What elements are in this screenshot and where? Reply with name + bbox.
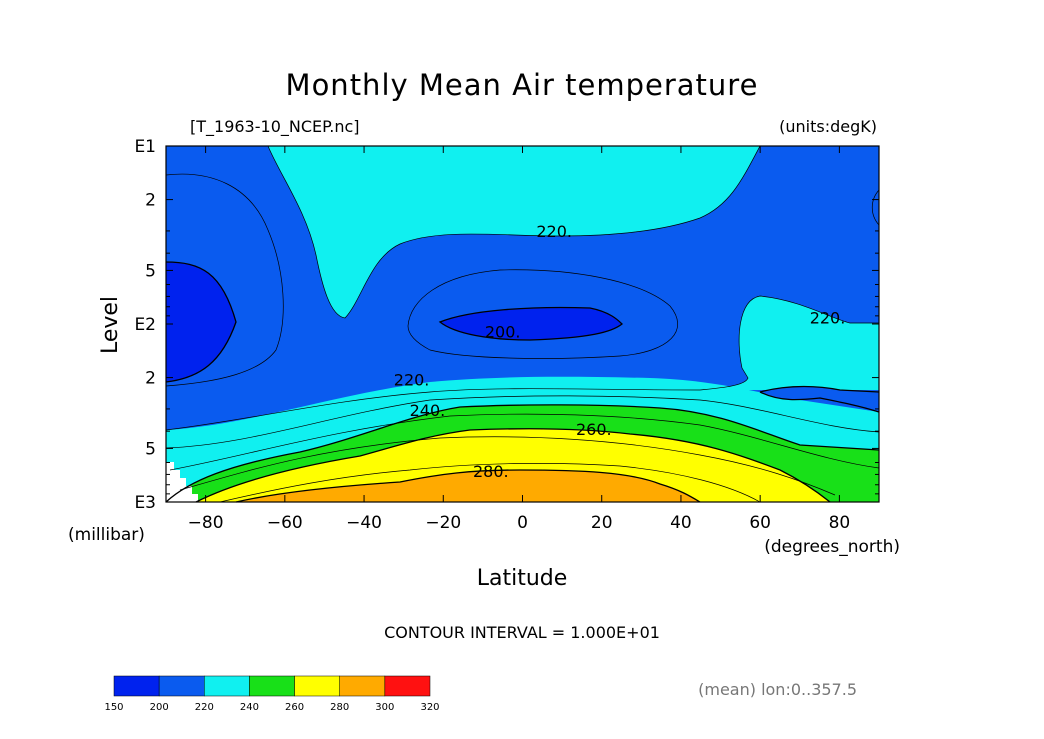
x-tick-label: 60: [749, 513, 771, 533]
contour-labels: 220. 200. 220. 220. 240. 260. 280.: [394, 222, 846, 481]
contour-label: 240.: [410, 401, 446, 420]
colorbar-swatch: [384, 675, 431, 697]
footnote: (mean) lon:0..357.5: [698, 680, 857, 699]
y-axis-title: Level: [98, 296, 123, 354]
x-units-label: (degrees_north): [764, 537, 900, 557]
contour-label: 260.: [576, 420, 612, 439]
contour-label: 220.: [810, 309, 846, 328]
region-260-280: [196, 428, 830, 502]
y-tick-label: 5: [145, 439, 156, 459]
x-axis: −80 −60 −40 −20 0 20 40 60 80: [188, 146, 851, 533]
x-axis-title: Latitude: [477, 566, 568, 591]
region-220-240-right: [700, 296, 879, 390]
colorbar-swatch: [158, 675, 205, 697]
colorbar-swatch: [113, 675, 160, 697]
region-below-200-left: [166, 262, 236, 382]
colorbar: 150 200 220 240 260 280 300 320: [104, 675, 440, 713]
colorbar-label: 280: [330, 702, 349, 713]
colorbar-label: 200: [150, 702, 169, 713]
y-tick-label: E1: [134, 137, 156, 157]
colorbar-swatch: [204, 675, 250, 697]
y-axis: E1 2 5 E2 2 5 E3: [134, 137, 879, 513]
x-tick-label: −80: [188, 513, 224, 533]
x-tick-label: −60: [267, 513, 303, 533]
x-tick-label: 0: [517, 513, 528, 533]
y-tick-label: 2: [145, 191, 156, 211]
colorbar-label: 300: [375, 702, 394, 713]
x-tick-label: −40: [346, 513, 382, 533]
chart-title: Monthly Mean Air temperature: [286, 68, 759, 102]
x-tick-label: 20: [591, 513, 613, 533]
region-280-300: [236, 470, 700, 502]
contour-lines: [165, 145, 880, 503]
colorbar-label: 320: [420, 702, 439, 713]
region-220-240-upper: [268, 146, 760, 318]
missing-data-mask: [166, 462, 198, 502]
colorbar-label: 240: [240, 702, 259, 713]
plot-area: 220. 200. 220. 220. 240. 260. 280. −80 −60 −40 −2…: [134, 137, 880, 533]
colorbar-label: 150: [104, 702, 123, 713]
colorbar-label: 220: [195, 702, 214, 713]
y-tick-label: 5: [145, 261, 156, 281]
contour-label: 220.: [536, 222, 572, 241]
contour-label: 280.: [473, 462, 509, 481]
colorbar-swatch: [249, 675, 295, 697]
file-label: [T_1963-10_NCEP.nc]: [190, 117, 360, 137]
y-units-label: (millibar): [68, 525, 145, 545]
colorbar-label: 260: [285, 702, 304, 713]
colorbar-swatch: [294, 675, 340, 697]
region-200-220-pocket: [760, 386, 879, 412]
y-tick-label: E3: [134, 493, 156, 513]
units-label: (units:degK): [779, 117, 877, 136]
contour-label: 220.: [394, 370, 430, 389]
contour-interval: CONTOUR INTERVAL = 1.000E+01: [384, 623, 660, 642]
y-tick-label: 2: [145, 369, 156, 389]
colorbar-swatch: [339, 675, 386, 697]
x-tick-label: 40: [670, 513, 692, 533]
x-tick-label: 80: [829, 513, 851, 533]
region-below-200-center: [440, 307, 622, 340]
y-tick-label: E2: [134, 315, 156, 335]
x-tick-label: −20: [425, 513, 461, 533]
contour-lines-bold: [165, 261, 880, 503]
contour-label: 200.: [485, 322, 521, 341]
